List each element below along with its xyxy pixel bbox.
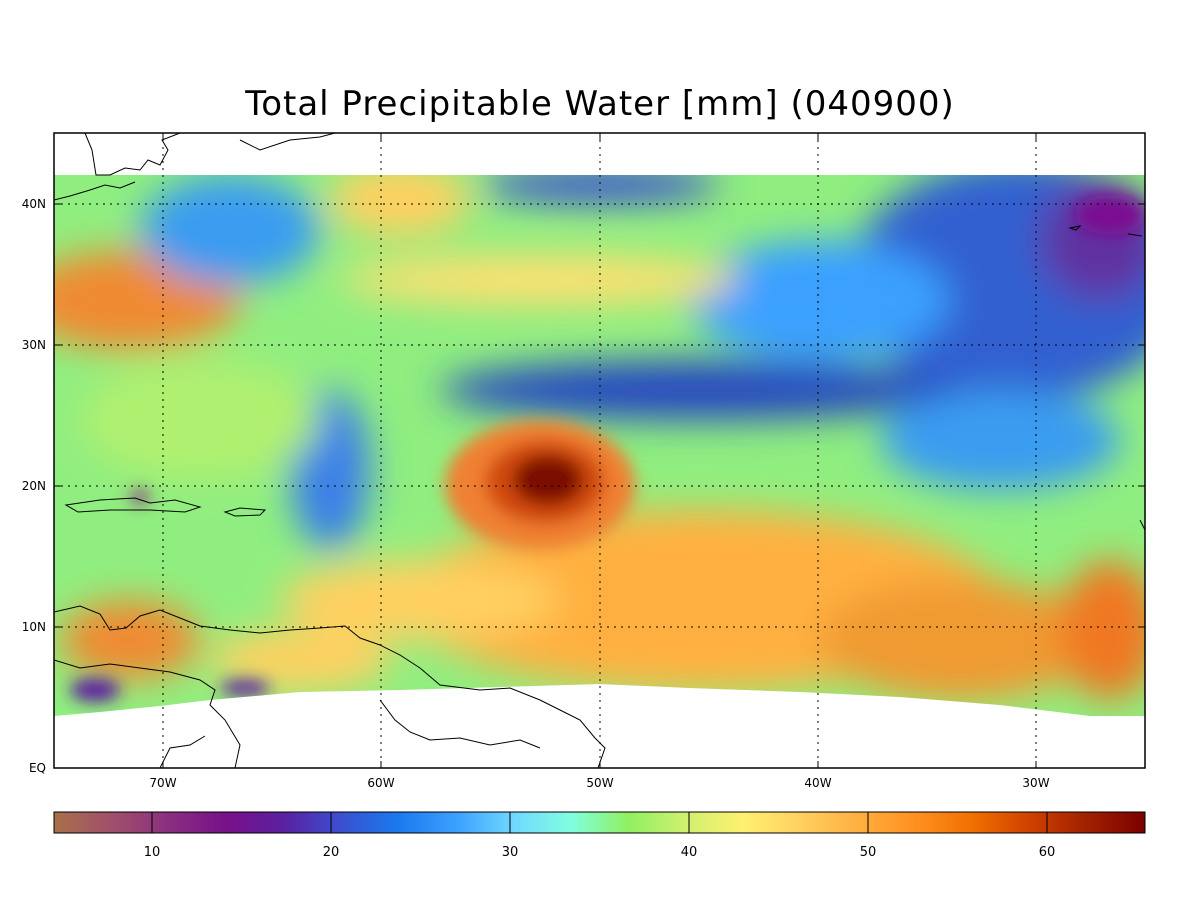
frame-ticks	[54, 133, 1145, 769]
lat-label-30n: 30N	[22, 338, 46, 352]
lon-label-60w: 60W	[367, 776, 394, 790]
lat-label-eq: EQ	[29, 761, 46, 775]
colorbar-label-10: 10	[144, 845, 161, 860]
colorbar-label-20: 20	[323, 845, 340, 860]
lat-label-20n: 20N	[22, 479, 46, 493]
colorbar-ticks	[151, 812, 1048, 833]
lon-label-30w: 30W	[1022, 776, 1049, 790]
colorbar-label-50: 50	[860, 845, 877, 860]
tpw-field	[54, 175, 1145, 716]
lon-label-50w: 50W	[586, 776, 613, 790]
lat-label-10n: 10N	[22, 620, 46, 634]
lat-label-40n: 40N	[22, 197, 46, 211]
lon-label-70w: 70W	[149, 776, 176, 790]
colorbar-gradient	[53, 811, 1146, 834]
colorbar-label-40: 40	[681, 845, 698, 860]
colorbar-label-30: 30	[502, 845, 519, 860]
lat-lon-grid	[54, 133, 1145, 768]
coastlines	[54, 133, 1145, 768]
lon-label-40w: 40W	[804, 776, 831, 790]
lon-axis-labels: 70W 60W 50W 40W 30W	[149, 776, 1049, 790]
colorbar: 10 20 30 40 50 60	[53, 811, 1146, 860]
colorbar-label-60: 60	[1039, 845, 1056, 860]
lat-axis-labels: EQ 10N 20N 30N 40N	[22, 197, 46, 775]
map-title: Total Precipitable Water [mm] (040900)	[244, 84, 955, 124]
